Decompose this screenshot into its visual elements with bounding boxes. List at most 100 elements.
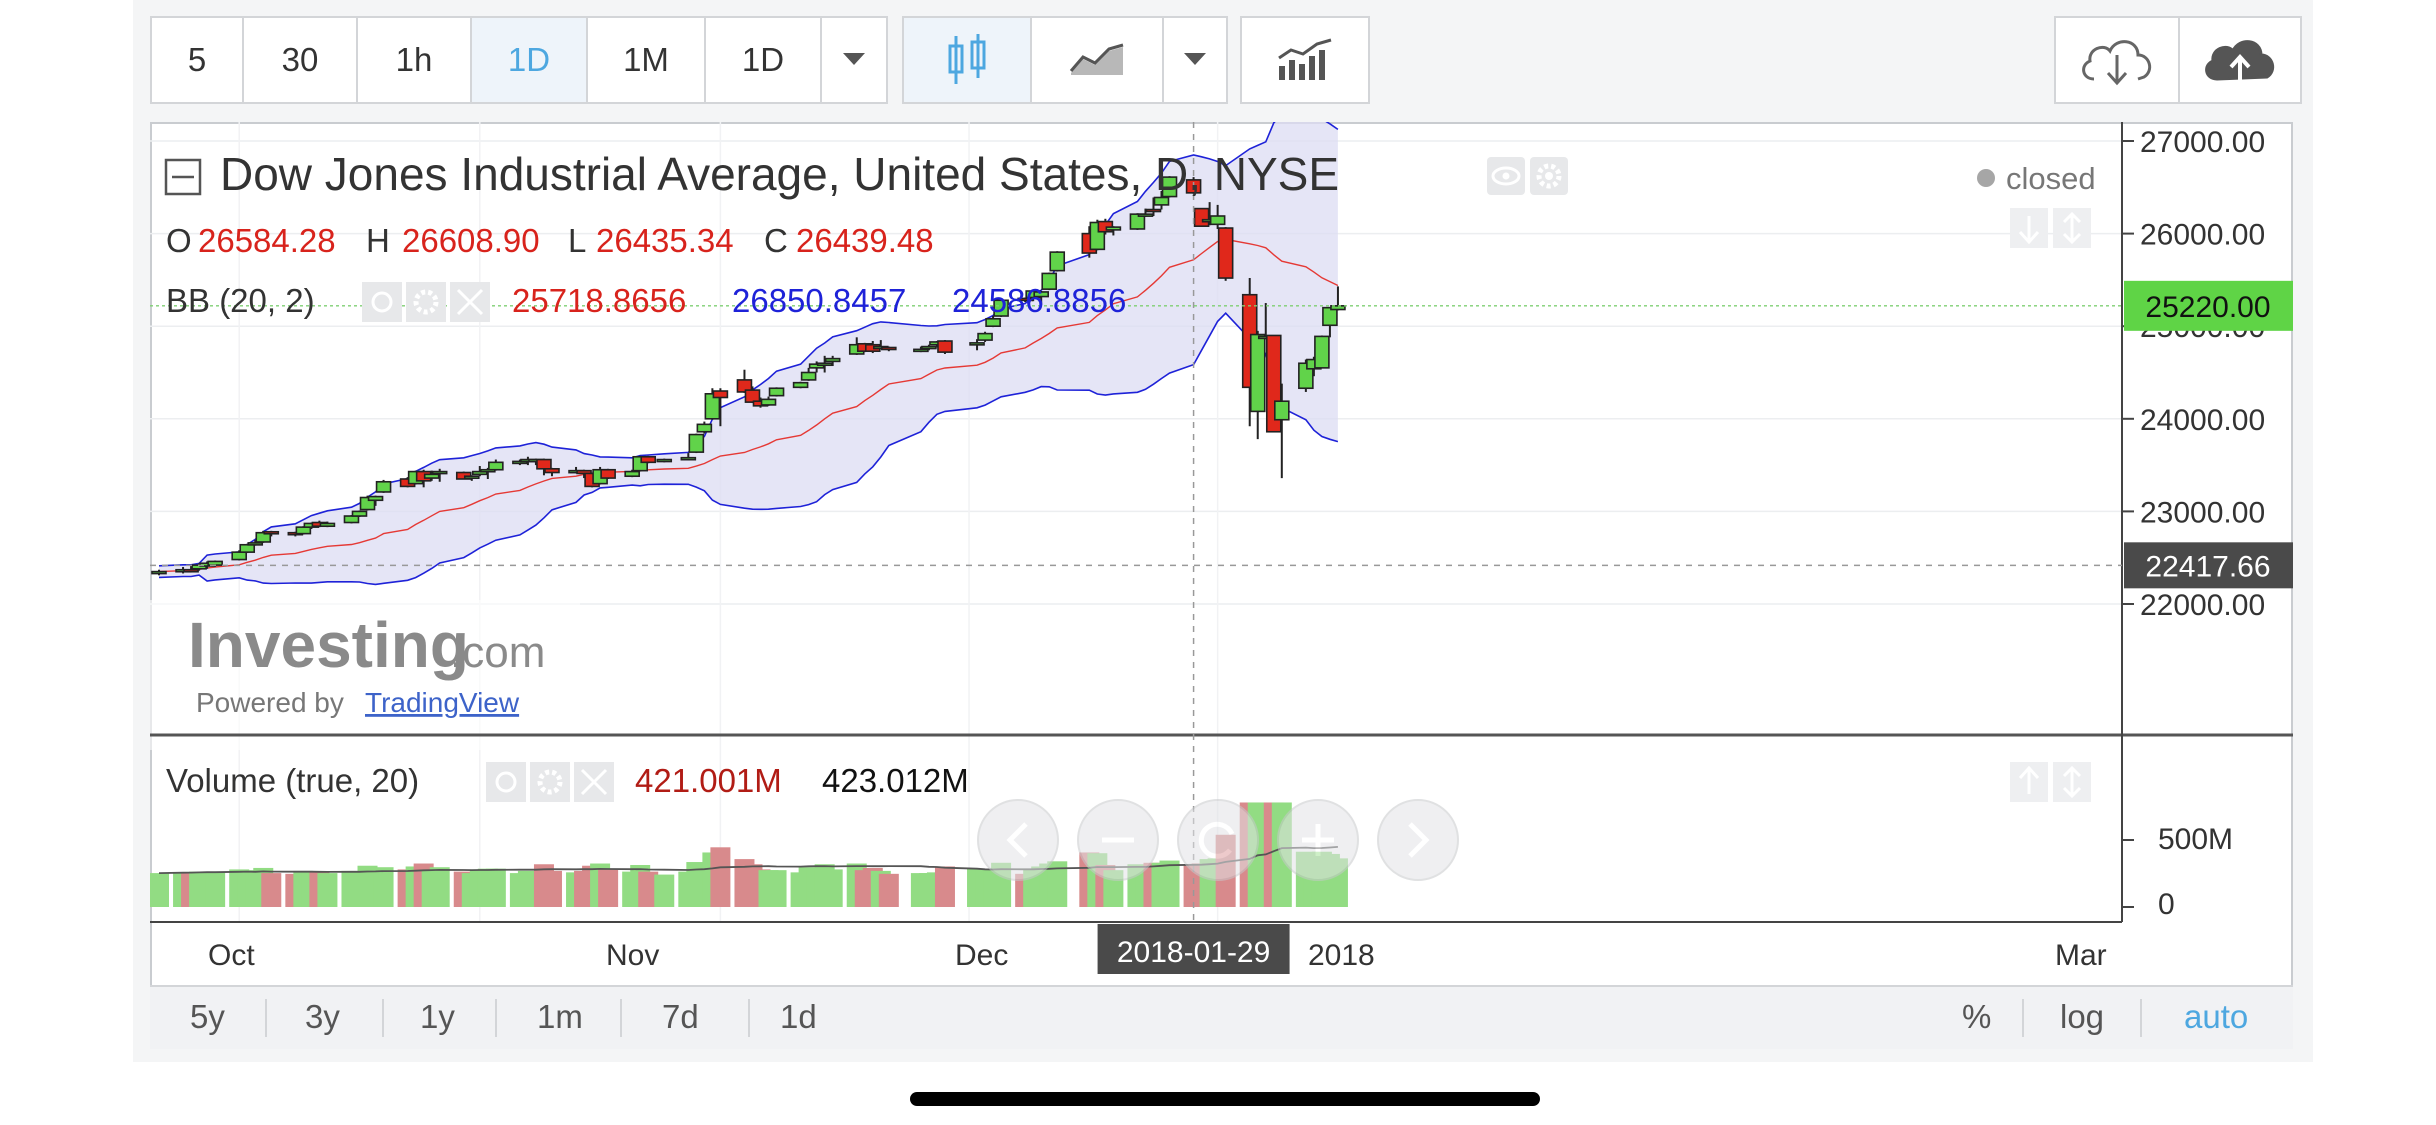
watermark-suffix: .com bbox=[450, 628, 545, 677]
indicators-toolbar bbox=[1240, 16, 1370, 104]
scroll-left-button[interactable] bbox=[977, 799, 1059, 881]
candle-body bbox=[512, 460, 528, 465]
title-eye-button[interactable] bbox=[1487, 157, 1525, 195]
range-5y[interactable]: 5y bbox=[190, 998, 225, 1035]
volume-eye-button[interactable] bbox=[486, 762, 526, 802]
chart-container[interactable]: Investing .com Powered by TradingView 27… bbox=[150, 122, 2293, 1047]
range-separator bbox=[2140, 999, 2142, 1037]
interval-5[interactable]: 5 bbox=[152, 18, 244, 102]
scroll-right-button[interactable] bbox=[1377, 799, 1459, 881]
candle-body bbox=[656, 458, 673, 463]
cloud-upload-button[interactable] bbox=[2180, 18, 2300, 102]
watermark-powered: Powered by bbox=[196, 687, 344, 718]
price-scale-buttons[interactable] bbox=[2010, 208, 2091, 248]
auto-scale-button[interactable]: auto bbox=[2184, 998, 2249, 1035]
range-separator bbox=[748, 999, 750, 1037]
time-label-mar: Mar bbox=[2055, 939, 2107, 972]
price-chart[interactable]: Investing .com Powered by TradingView 27… bbox=[150, 122, 2293, 1047]
volume-bar bbox=[638, 871, 659, 907]
close-icon bbox=[456, 288, 484, 316]
volume-bar bbox=[541, 870, 562, 907]
interval-1h[interactable]: 1h bbox=[358, 18, 472, 102]
volume-bar bbox=[485, 868, 506, 907]
price-axis-label: 22000.00 bbox=[2140, 589, 2265, 622]
eye-icon bbox=[495, 771, 517, 793]
expand-vertical-icon bbox=[2062, 211, 2082, 245]
candle-body bbox=[600, 468, 616, 479]
range-7d[interactable]: 7d bbox=[662, 998, 699, 1035]
volume-bar bbox=[934, 866, 955, 907]
bb-eye-button[interactable] bbox=[362, 282, 402, 322]
candle-body bbox=[463, 475, 480, 480]
candle-body bbox=[239, 543, 256, 553]
gear-icon bbox=[1536, 163, 1562, 189]
candle-body bbox=[247, 542, 264, 546]
cloud-download-button[interactable] bbox=[2056, 18, 2180, 102]
chevron-down-icon bbox=[1184, 53, 1206, 65]
candle-body bbox=[800, 371, 817, 381]
candle-body bbox=[367, 495, 384, 502]
candle-body bbox=[688, 433, 705, 453]
interval-dropdown-button[interactable] bbox=[822, 18, 886, 102]
line-chart-button[interactable] bbox=[1032, 18, 1164, 102]
interval-1m[interactable]: 1M bbox=[588, 18, 706, 102]
bb-label: BB (20, 2) bbox=[166, 282, 315, 319]
last-price-value: 25220.00 bbox=[2145, 291, 2270, 324]
tradingview-link[interactable]: TradingView bbox=[365, 687, 520, 718]
interval-1d-secondary[interactable]: 1D bbox=[706, 18, 822, 102]
candlestick-button[interactable] bbox=[904, 18, 1032, 102]
volume-bar bbox=[373, 867, 394, 907]
candle-body bbox=[151, 570, 167, 575]
candle-body bbox=[1033, 291, 1050, 298]
bb-settings-button[interactable] bbox=[406, 282, 446, 322]
price-axis-label: 24000.00 bbox=[2140, 404, 2265, 437]
candle-body bbox=[913, 348, 929, 353]
volume-bar bbox=[598, 869, 619, 907]
interval-1d[interactable]: 1D bbox=[472, 18, 588, 102]
title-settings-button[interactable] bbox=[1530, 157, 1568, 195]
collapse-legend-button[interactable] bbox=[164, 158, 202, 196]
volume-axis-0: 0 bbox=[2158, 888, 2175, 921]
candlestick-series bbox=[151, 176, 1346, 576]
volume-settings-button[interactable] bbox=[530, 762, 570, 802]
ohlc-o-value: 26584.28 bbox=[198, 222, 336, 259]
percent-scale-button[interactable]: % bbox=[1962, 998, 1992, 1035]
volume-remove-button[interactable] bbox=[574, 762, 614, 802]
indicators-button[interactable] bbox=[1242, 18, 1368, 102]
time-label-oct: Oct bbox=[208, 939, 255, 972]
chevron-left-icon bbox=[1006, 822, 1028, 858]
candle-body bbox=[544, 468, 560, 474]
volume-bar bbox=[654, 874, 675, 907]
price-axis-label: 26000.00 bbox=[2140, 219, 2265, 252]
bb-remove-button[interactable] bbox=[450, 282, 490, 322]
range-separator bbox=[495, 999, 497, 1037]
investing-watermark: Investing .com Powered by TradingView bbox=[150, 600, 580, 750]
zoom-in-button[interactable] bbox=[1277, 799, 1359, 881]
candle-body bbox=[536, 458, 552, 470]
candle-body bbox=[1217, 227, 1234, 279]
range-3y[interactable]: 3y bbox=[305, 998, 340, 1035]
candle-body bbox=[1145, 208, 1162, 213]
zoom-out-button[interactable] bbox=[1077, 799, 1159, 881]
candle-body bbox=[1330, 305, 1346, 311]
chart-type-dropdown-button[interactable] bbox=[1164, 18, 1226, 102]
cloud-download-icon bbox=[2082, 40, 2152, 86]
crosshair-date-tag: 2018-01-29 bbox=[1097, 924, 1290, 974]
volume-bar bbox=[1047, 861, 1068, 907]
volume-bar bbox=[429, 867, 450, 907]
time-label-2018: 2018 bbox=[1308, 939, 1375, 972]
interval-30[interactable]: 30 bbox=[244, 18, 358, 102]
range-1m[interactable]: 1m bbox=[537, 998, 583, 1035]
range-1d[interactable]: 1d bbox=[780, 998, 817, 1035]
chart-legend: Dow Jones Industrial Average, United Sta… bbox=[164, 148, 2096, 802]
range-1y[interactable]: 1y bbox=[420, 998, 455, 1035]
log-scale-button[interactable]: log bbox=[2060, 998, 2105, 1035]
volume-scale-buttons[interactable] bbox=[2010, 762, 2091, 802]
gear-icon bbox=[413, 289, 439, 315]
candle-body bbox=[680, 456, 697, 461]
candle-body bbox=[480, 468, 496, 473]
bb-mid-value: 25718.8656 bbox=[512, 282, 686, 319]
candle-body bbox=[431, 470, 448, 475]
reset-button[interactable] bbox=[1177, 799, 1259, 881]
candle-body bbox=[985, 317, 1001, 328]
